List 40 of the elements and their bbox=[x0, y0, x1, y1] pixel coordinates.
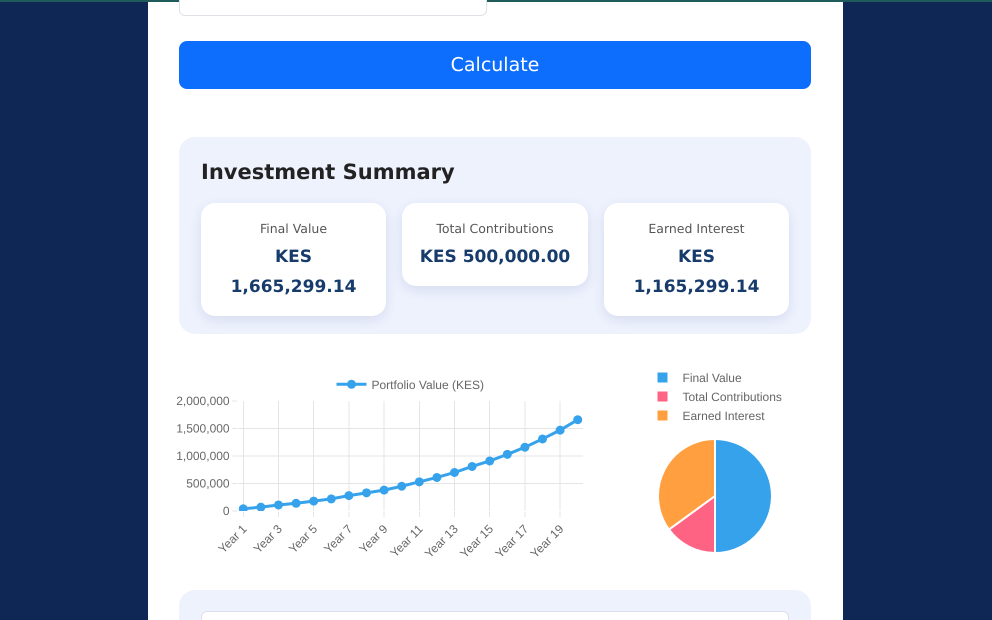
text: KES 500,000.00 bbox=[418, 246, 572, 269]
legend-label: Portfolio Value (KES) bbox=[372, 378, 484, 392]
text: Earned Interest bbox=[647, 221, 746, 236]
text: Final Value bbox=[258, 221, 328, 236]
text: Investment Summary bbox=[201, 160, 455, 184]
y-tick-label: 0 bbox=[222, 504, 230, 518]
y-tick-label: 2,000,000 bbox=[176, 394, 230, 408]
point bbox=[344, 491, 354, 500]
text: Calculate bbox=[179, 41, 811, 89]
x-tick-label: Year 1 bbox=[216, 522, 250, 556]
y-tick-label: 1,500,000 bbox=[176, 422, 230, 436]
point bbox=[256, 502, 266, 511]
point bbox=[309, 496, 318, 506]
legend-label: Earned Interest bbox=[682, 409, 766, 424]
text: Total Contributions bbox=[435, 221, 555, 236]
text: KES 1,665,299.14 bbox=[230, 246, 358, 299]
point bbox=[380, 486, 389, 495]
point bbox=[450, 468, 460, 477]
x-tick-label: Year 3 bbox=[250, 522, 286, 556]
legend-label: Total Contributions bbox=[682, 390, 782, 404]
point bbox=[468, 462, 477, 471]
point bbox=[326, 494, 336, 504]
point bbox=[292, 498, 301, 508]
y-tick-label: 500,000 bbox=[186, 476, 230, 491]
point bbox=[485, 456, 494, 466]
point bbox=[397, 482, 406, 491]
legend-label: Final Value bbox=[682, 371, 742, 386]
text: KES 1,165,299.14 bbox=[632, 246, 760, 299]
x-tick-label: Year 7 bbox=[321, 522, 356, 556]
point bbox=[573, 415, 582, 424]
point bbox=[538, 434, 548, 444]
point bbox=[502, 450, 512, 459]
point bbox=[414, 477, 424, 486]
point bbox=[274, 500, 283, 510]
y-tick-label: 1,000,000 bbox=[176, 449, 230, 464]
point bbox=[362, 488, 371, 498]
point bbox=[432, 472, 442, 482]
x-tick-label: Year 5 bbox=[286, 522, 320, 556]
point bbox=[520, 442, 530, 452]
point bbox=[556, 426, 565, 435]
